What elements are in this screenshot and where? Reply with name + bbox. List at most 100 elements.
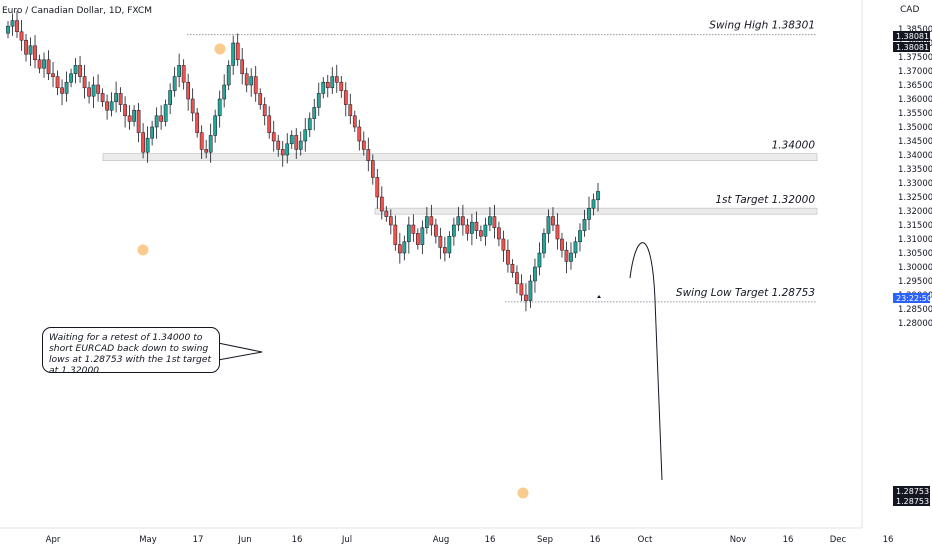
price-tick: 1.34000 xyxy=(898,151,932,161)
low-price-tag-text: 1.28753 xyxy=(896,487,929,496)
last-price-marker xyxy=(597,295,601,298)
annotation-callout[interactable]: Waiting for a retest of 1.34000 to short… xyxy=(42,327,220,376)
candle-up xyxy=(154,115,159,128)
candle-down xyxy=(492,216,497,229)
candle-down xyxy=(159,115,163,122)
resistance-zone xyxy=(102,153,818,162)
candle-up xyxy=(285,143,290,156)
candle-down xyxy=(46,59,51,75)
candle-up xyxy=(114,93,118,103)
current-price-tag: 1.38081 xyxy=(893,31,930,41)
price-tick: 1.35500 xyxy=(898,109,932,119)
candle-up xyxy=(222,84,227,100)
price-tick: 1.37500 xyxy=(898,53,932,63)
countdown-tag: 23:22:50 xyxy=(893,293,932,303)
candle-down xyxy=(461,216,465,226)
symbol-title: Euro / Canadian Dollar, 1D, FXCM xyxy=(2,6,152,16)
countdown-tag-bg xyxy=(893,293,930,303)
price-tick: 1.28500 xyxy=(898,305,932,315)
price-tick: 1.38500 xyxy=(898,25,932,35)
price-tick: 1.31500 xyxy=(898,221,932,231)
time-tick: Oct xyxy=(638,535,653,545)
time-tick: May xyxy=(139,535,157,545)
candle-up xyxy=(573,241,578,254)
candle-up xyxy=(546,216,551,234)
candle-up xyxy=(542,233,546,254)
candle-down xyxy=(235,42,240,61)
candle-down xyxy=(501,238,506,251)
time-tick: Apr xyxy=(46,535,61,545)
candle-up xyxy=(533,266,537,282)
low-price-tag-2-text: 1.28753 xyxy=(896,497,929,506)
candle-down xyxy=(190,98,195,114)
time-tick: 16 xyxy=(783,535,794,545)
candle-up xyxy=(402,241,407,254)
zone-label: 1.34000 xyxy=(772,140,816,152)
candle-up xyxy=(470,221,474,234)
candle-up xyxy=(145,137,150,153)
time-tick: Aug xyxy=(433,535,450,545)
candle-down xyxy=(199,132,204,150)
candle-down xyxy=(271,132,276,142)
price-tick: 1.35000 xyxy=(898,123,932,133)
candle-down xyxy=(555,224,560,240)
swing-low-marker xyxy=(517,487,529,499)
candle-up xyxy=(312,107,317,119)
price-tick: 1.36500 xyxy=(898,81,932,91)
candle-down xyxy=(244,73,249,86)
candle-up xyxy=(226,65,231,86)
candle-down xyxy=(415,233,420,245)
overlay-layer xyxy=(137,43,663,499)
candle-up xyxy=(249,76,254,86)
candle-down xyxy=(181,65,186,83)
candle-down xyxy=(519,283,524,296)
candle-up xyxy=(231,42,236,66)
candle-down xyxy=(551,216,555,226)
candle-down xyxy=(37,59,42,69)
low-price-tag: 1.28753 xyxy=(893,486,930,496)
candle-up xyxy=(217,98,222,117)
candle-down xyxy=(280,149,285,156)
candle-down xyxy=(33,45,37,61)
candle-down xyxy=(497,227,501,240)
candle-up xyxy=(42,59,46,69)
candle-down xyxy=(343,90,348,105)
candle-down xyxy=(262,104,267,117)
candle-up xyxy=(303,129,308,142)
swing-high-label: Swing High 1.38301 xyxy=(709,20,815,32)
candle-up xyxy=(64,81,69,94)
candle-down xyxy=(100,93,105,103)
candle-down xyxy=(465,224,470,234)
candle-down xyxy=(357,126,362,142)
price-axis[interactable]: 1.385001.380001.375001.370001.365001.360… xyxy=(893,25,932,506)
candle-up xyxy=(483,224,488,237)
candle-down xyxy=(186,81,191,100)
candle-up xyxy=(425,216,429,229)
candle-down xyxy=(348,104,353,117)
time-tick: 16 xyxy=(485,535,496,545)
candle-down xyxy=(195,112,200,133)
annotation-text: Waiting for a retest of 1.34000 to short… xyxy=(49,332,212,376)
time-tick: 17 xyxy=(193,535,204,545)
time-axis[interactable]: Apr May 17 Jun 16 Jul Aug 16 Sep 16 Oct Nov 16 Dec 16 xyxy=(46,535,894,545)
callout-pointer xyxy=(217,342,263,361)
current-price-tag-2-text: 1.38081 xyxy=(896,43,929,52)
candle-down xyxy=(352,115,357,128)
candle-up xyxy=(578,230,582,243)
candle-down xyxy=(361,140,366,150)
candle-down xyxy=(78,65,82,77)
low-price-tag-bg xyxy=(893,486,930,496)
candle-up xyxy=(456,216,461,226)
low-price-tag-2: 1.28753 xyxy=(893,496,930,506)
candle-up xyxy=(298,140,303,150)
candle-up xyxy=(69,73,73,83)
candle-up xyxy=(177,65,181,77)
candle-up xyxy=(420,227,425,245)
first-target-label: 1st Target 1.32000 xyxy=(715,194,815,206)
candle-up xyxy=(330,76,335,89)
candle-down xyxy=(82,76,87,89)
candle-up xyxy=(28,45,33,55)
candle-down xyxy=(204,149,209,153)
candle-down xyxy=(87,87,91,97)
